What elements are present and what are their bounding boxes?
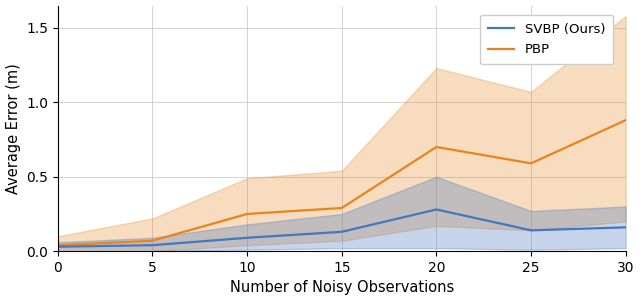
Line: SVBP (Ours): SVBP (Ours) [58,209,626,247]
PBP [527,162,535,165]
SVBP (Ours) [433,208,440,211]
SVBP (Ours) [243,236,251,240]
SVBP (Ours) [622,225,630,229]
SVBP (Ours) [527,228,535,232]
X-axis label: Number of Noisy Observations: Number of Noisy Observations [230,281,454,296]
PBP [148,239,156,243]
SVBP (Ours) [338,230,346,234]
PBP [54,244,61,247]
SVBP (Ours) [148,244,156,247]
SVBP (Ours) [54,245,61,249]
PBP [433,145,440,149]
Y-axis label: Average Error (m): Average Error (m) [6,63,20,194]
PBP [622,118,630,122]
Line: PBP: PBP [58,120,626,245]
PBP [338,206,346,210]
Legend: SVBP (Ours), PBP: SVBP (Ours), PBP [480,15,613,64]
PBP [243,212,251,216]
